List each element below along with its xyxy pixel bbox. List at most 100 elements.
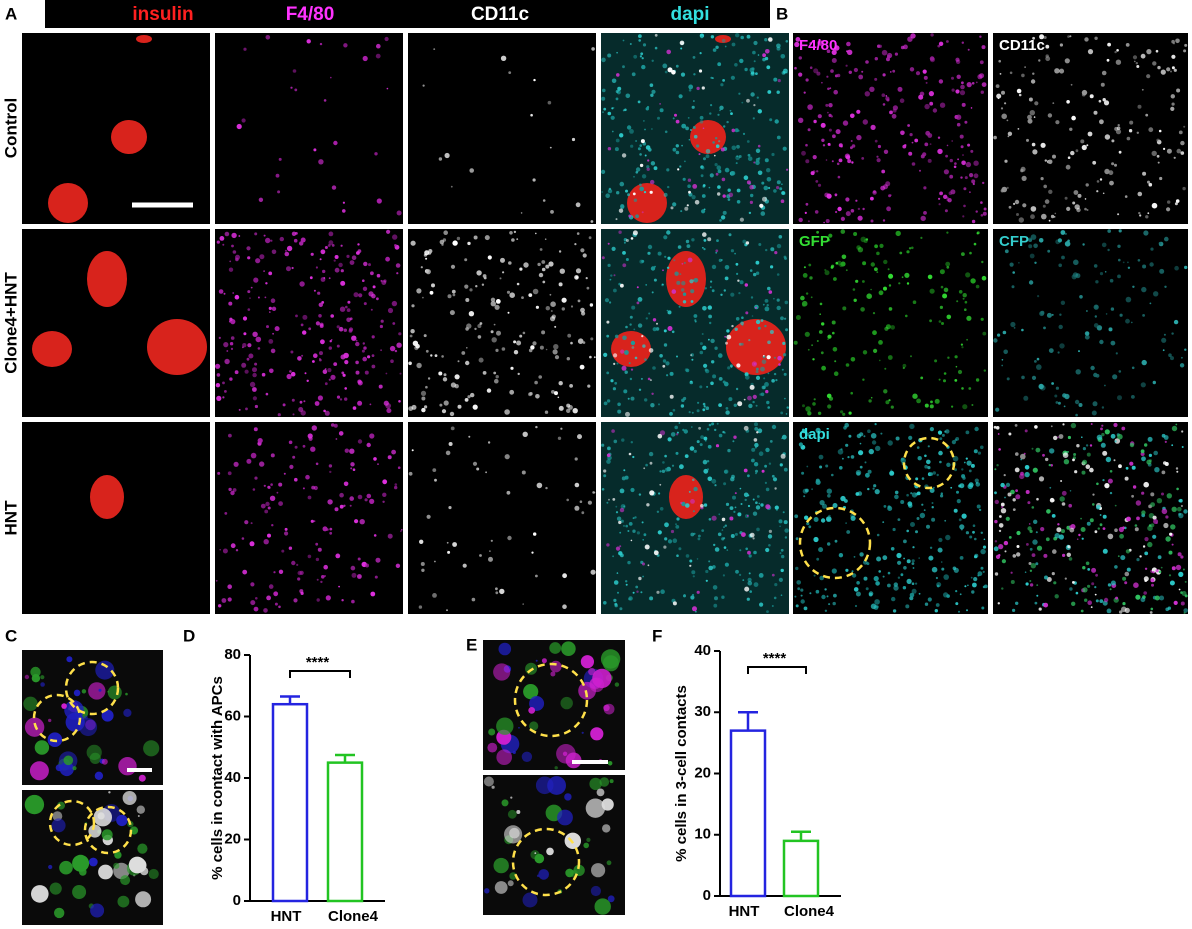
speckle — [646, 105, 650, 109]
speckle — [1044, 575, 1048, 580]
speckle — [566, 408, 571, 413]
speckle — [650, 403, 655, 408]
speckle — [215, 383, 221, 388]
speckle — [313, 148, 317, 152]
speckle — [215, 579, 218, 582]
speckle — [1046, 509, 1051, 514]
speckle — [773, 297, 775, 300]
speckle — [965, 531, 970, 535]
speckle — [1032, 36, 1035, 40]
speckle — [744, 67, 748, 72]
speckle — [644, 398, 648, 402]
speckle — [1061, 529, 1065, 534]
speckle — [949, 174, 954, 179]
speckle — [966, 82, 972, 88]
speckle — [1040, 527, 1045, 532]
speckle — [433, 48, 436, 50]
speckle — [1173, 319, 1179, 325]
speckle — [1096, 482, 1099, 486]
speckle — [593, 356, 596, 359]
speckle — [828, 128, 832, 132]
speckle — [685, 368, 690, 373]
speckle — [648, 451, 654, 457]
speckle — [672, 202, 677, 207]
speckle — [610, 274, 613, 277]
speckle — [723, 546, 727, 549]
speckle — [1067, 545, 1071, 549]
speckle — [707, 237, 712, 242]
speckle — [1030, 234, 1037, 240]
speckle — [270, 453, 275, 458]
speckle — [825, 159, 828, 161]
speckle — [229, 342, 234, 346]
speckle — [887, 440, 893, 446]
speckle — [512, 750, 516, 755]
speckle — [890, 71, 892, 73]
speckle — [927, 158, 932, 163]
speckle — [362, 356, 368, 362]
speckle — [289, 370, 292, 373]
speckle — [807, 348, 810, 351]
speckle — [218, 336, 221, 339]
speckle — [756, 367, 759, 371]
speckle — [602, 824, 611, 833]
speckle — [883, 259, 888, 265]
speckle — [1114, 565, 1118, 569]
speckle — [342, 373, 346, 377]
islet — [32, 331, 72, 367]
speckle — [1171, 506, 1177, 512]
speckle — [784, 536, 788, 539]
speckle — [827, 338, 829, 341]
speckle — [257, 438, 263, 444]
speckle — [1032, 72, 1035, 75]
speckle — [1163, 147, 1166, 150]
speckle — [929, 56, 935, 61]
speckle — [1034, 425, 1038, 429]
speckle — [1149, 459, 1152, 462]
speckle — [870, 396, 873, 399]
speckle — [1001, 90, 1005, 95]
speckle — [1102, 527, 1106, 530]
speckle — [748, 572, 751, 575]
speckle — [915, 71, 921, 76]
speckle — [462, 563, 467, 568]
speckle — [832, 331, 835, 335]
speckle — [1106, 608, 1112, 614]
speckle — [955, 57, 960, 62]
speckle — [924, 602, 929, 606]
highlight-circle — [83, 805, 133, 855]
speckle — [1014, 424, 1018, 427]
speckle — [659, 430, 666, 436]
speckle — [611, 78, 617, 84]
speckle — [851, 570, 854, 573]
speckle — [590, 727, 604, 741]
speckle — [268, 584, 274, 589]
speckle — [315, 557, 320, 562]
speckle — [273, 591, 279, 597]
speckle — [728, 192, 734, 198]
speckle — [529, 721, 539, 731]
speckle — [1057, 523, 1060, 526]
speckle — [567, 333, 572, 338]
speckle — [738, 92, 741, 95]
speckle — [1021, 375, 1025, 380]
speckle — [265, 282, 268, 285]
speckle — [1029, 529, 1033, 534]
speckle — [250, 452, 257, 459]
speckle — [802, 404, 805, 408]
speckle — [230, 490, 235, 496]
speckle — [1107, 42, 1111, 47]
speckle — [1107, 583, 1112, 587]
speckle — [712, 374, 717, 379]
speckle — [874, 599, 880, 605]
speckle — [930, 33, 934, 37]
speckle — [1081, 144, 1087, 151]
speckle — [865, 472, 870, 478]
speckle — [1177, 506, 1182, 512]
speckle — [994, 572, 999, 576]
speckle — [322, 526, 328, 532]
speckle — [253, 606, 259, 612]
speckle — [1060, 230, 1066, 235]
speckle — [1176, 88, 1181, 93]
